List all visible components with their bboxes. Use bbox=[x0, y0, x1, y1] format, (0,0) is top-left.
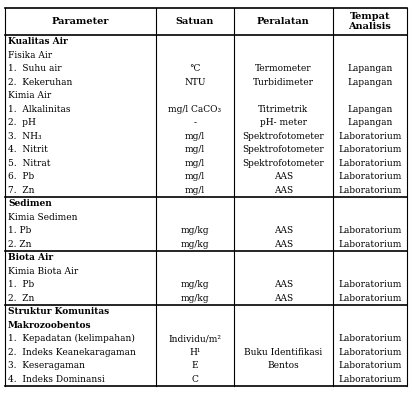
Text: 1.  Alkalinitas: 1. Alkalinitas bbox=[8, 105, 70, 114]
Text: Laboratorium: Laboratorium bbox=[338, 186, 402, 195]
Text: Lapangan: Lapangan bbox=[347, 78, 393, 87]
Text: Buku Identifikasi: Buku Identifikasi bbox=[244, 348, 323, 357]
Text: Laboratorium: Laboratorium bbox=[338, 361, 402, 370]
Text: 1. Pb: 1. Pb bbox=[8, 226, 31, 235]
Text: 1.  Suhu air: 1. Suhu air bbox=[8, 64, 62, 73]
Text: Lapangan: Lapangan bbox=[347, 105, 393, 114]
Text: Spektrofotometer: Spektrofotometer bbox=[243, 159, 324, 168]
Text: Laboratorium: Laboratorium bbox=[338, 334, 402, 343]
Text: mg/l: mg/l bbox=[185, 145, 205, 154]
Text: Laboratorium: Laboratorium bbox=[338, 145, 402, 154]
Text: C: C bbox=[192, 375, 199, 384]
Text: 3.  NH₃: 3. NH₃ bbox=[8, 132, 42, 141]
Text: Kualitas Air: Kualitas Air bbox=[8, 37, 68, 46]
Text: AAS: AAS bbox=[274, 172, 293, 181]
Text: Peralatan: Peralatan bbox=[257, 17, 310, 26]
Text: Makrozoobentos: Makrozoobentos bbox=[8, 321, 91, 330]
Text: 1.  Kepadatan (kelimpahan): 1. Kepadatan (kelimpahan) bbox=[8, 334, 135, 343]
Text: Laboratorium: Laboratorium bbox=[338, 159, 402, 168]
Text: Individu/m²: Individu/m² bbox=[169, 334, 221, 343]
Text: mg/kg: mg/kg bbox=[181, 280, 209, 289]
Text: 7.  Zn: 7. Zn bbox=[8, 186, 35, 195]
Text: Laboratorium: Laboratorium bbox=[338, 294, 402, 303]
Text: NTU: NTU bbox=[184, 78, 206, 87]
Text: 1.  Pb: 1. Pb bbox=[8, 280, 34, 289]
Text: E: E bbox=[192, 361, 198, 370]
Text: AAS: AAS bbox=[274, 294, 293, 303]
Text: pH- meter: pH- meter bbox=[260, 118, 307, 127]
Text: mg/l: mg/l bbox=[185, 172, 205, 181]
Text: Parameter: Parameter bbox=[52, 17, 109, 26]
Text: -: - bbox=[194, 118, 197, 127]
Text: Biota Air: Biota Air bbox=[8, 253, 53, 262]
Text: Laboratorium: Laboratorium bbox=[338, 132, 402, 141]
Text: °C: °C bbox=[189, 64, 201, 73]
Text: Kimia Air: Kimia Air bbox=[8, 91, 51, 100]
Text: 4.  Nitrit: 4. Nitrit bbox=[8, 145, 48, 154]
Text: Laboratorium: Laboratorium bbox=[338, 280, 402, 289]
Text: mg/kg: mg/kg bbox=[181, 294, 209, 303]
Text: Kimia Biota Air: Kimia Biota Air bbox=[8, 267, 78, 276]
Text: Laboratorium: Laboratorium bbox=[338, 375, 402, 384]
Text: Lapangan: Lapangan bbox=[347, 64, 393, 73]
Text: 3.  Keseragaman: 3. Keseragaman bbox=[8, 361, 85, 370]
Text: Tempat
Analisis: Tempat Analisis bbox=[349, 12, 391, 31]
Text: mg/l: mg/l bbox=[185, 132, 205, 141]
Text: Sedimen: Sedimen bbox=[8, 199, 52, 208]
Text: Titrimetrik: Titrimetrik bbox=[258, 105, 309, 114]
Text: 2.  Kekeruhan: 2. Kekeruhan bbox=[8, 78, 73, 87]
Text: 2.  pH: 2. pH bbox=[8, 118, 36, 127]
Text: 2. Zn: 2. Zn bbox=[8, 240, 31, 249]
Text: Laboratorium: Laboratorium bbox=[338, 240, 402, 249]
Text: mg/l CaCO₃: mg/l CaCO₃ bbox=[169, 105, 222, 114]
Text: Spektrofotometer: Spektrofotometer bbox=[243, 145, 324, 154]
Text: Struktur Komunitas: Struktur Komunitas bbox=[8, 307, 109, 316]
Text: mg/kg: mg/kg bbox=[181, 240, 209, 249]
Text: mg/kg: mg/kg bbox=[181, 226, 209, 235]
Text: Lapangan: Lapangan bbox=[347, 118, 393, 127]
Text: Satuan: Satuan bbox=[176, 17, 214, 26]
Text: Laboratorium: Laboratorium bbox=[338, 172, 402, 181]
Text: mg/l: mg/l bbox=[185, 186, 205, 195]
Text: Laboratorium: Laboratorium bbox=[338, 226, 402, 235]
Text: 5.  Nitrat: 5. Nitrat bbox=[8, 159, 51, 168]
Text: AAS: AAS bbox=[274, 226, 293, 235]
Text: AAS: AAS bbox=[274, 240, 293, 249]
Text: 2.  Indeks Keanekaragaman: 2. Indeks Keanekaragaman bbox=[8, 348, 136, 357]
Text: Kimia Sedimen: Kimia Sedimen bbox=[8, 213, 77, 222]
Text: AAS: AAS bbox=[274, 280, 293, 289]
Text: Laboratorium: Laboratorium bbox=[338, 348, 402, 357]
Text: Spektrofotometer: Spektrofotometer bbox=[243, 132, 324, 141]
Text: Fisika Air: Fisika Air bbox=[8, 51, 52, 60]
Text: Termometer: Termometer bbox=[255, 64, 312, 73]
Text: mg/l: mg/l bbox=[185, 159, 205, 168]
Text: Turbidimeter: Turbidimeter bbox=[253, 78, 314, 87]
Text: AAS: AAS bbox=[274, 186, 293, 195]
Text: 6.  Pb: 6. Pb bbox=[8, 172, 34, 181]
Text: H¹: H¹ bbox=[189, 348, 201, 357]
Text: Bentos: Bentos bbox=[267, 361, 299, 370]
Text: 2.  Zn: 2. Zn bbox=[8, 294, 34, 303]
Text: 4.  Indeks Dominansi: 4. Indeks Dominansi bbox=[8, 375, 105, 384]
